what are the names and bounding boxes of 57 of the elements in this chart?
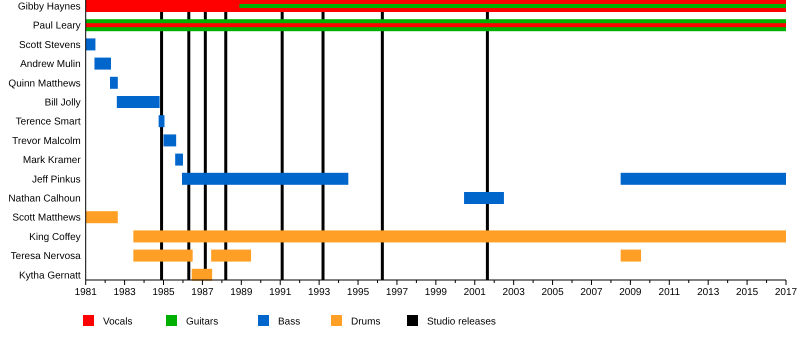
y-tick-label: Nathan Calhoun	[8, 194, 81, 204]
y-tick-label: Scott Matthews	[12, 212, 81, 224]
x-tick-label: 1987	[191, 287, 214, 298]
x-tick-label: 1991	[269, 287, 292, 298]
legend-label: Studio releases	[427, 316, 496, 328]
bar	[116, 96, 160, 108]
x-tick-label: 2003	[502, 287, 526, 298]
bar	[158, 115, 164, 128]
bar	[86, 211, 118, 224]
legend-label: Drums	[351, 316, 380, 328]
bar	[86, 23, 786, 28]
bar	[164, 134, 176, 146]
bar	[175, 154, 183, 166]
x-tick-label: 1995	[346, 287, 370, 298]
legend-label: Guitars	[186, 316, 218, 328]
bar	[620, 172, 786, 185]
bar	[211, 250, 252, 262]
bar	[192, 268, 212, 281]
x-tick-label: 1985	[152, 287, 176, 298]
x-tick-label: 1999	[424, 287, 448, 298]
y-tick-label: Jeff Pinkus	[32, 174, 81, 186]
x-tick-label: 1981	[74, 287, 98, 298]
x-tick-label: 1983	[113, 287, 136, 298]
y-tick-label: Mark Kramer	[22, 155, 82, 166]
x-tick-label: 2005	[541, 287, 564, 298]
y-tick-label: Quinn Matthews	[8, 78, 81, 90]
bar	[239, 4, 786, 8]
bar	[620, 250, 642, 262]
x-tick-label: 2013	[697, 287, 720, 298]
legend-label: Bass	[278, 316, 300, 328]
bar	[464, 192, 504, 204]
x-tick-label: 2015	[736, 287, 759, 298]
y-tick-label: Trevor Malcolm	[12, 136, 81, 147]
x-tick-label: 2017	[774, 287, 798, 298]
x-tick-label: 1993	[308, 287, 331, 298]
y-tick-label: Andrew Mulin	[20, 59, 81, 70]
x-tick-label: 1989	[230, 287, 253, 298]
bar	[182, 172, 348, 185]
y-tick-label: Terence Smart	[16, 116, 81, 128]
y-tick-label: Gibby Haynes	[18, 2, 81, 12]
y-tick-label: Paul Leary	[32, 20, 81, 32]
y-tick-label: Kytha Gernatt	[18, 270, 81, 282]
y-tick-label: Bill Jolly	[44, 98, 81, 108]
y-tick-label: Teresa Nervosa	[10, 251, 82, 262]
x-tick-label: 1997	[386, 287, 409, 298]
legend-label: Vocals	[103, 316, 132, 328]
bar	[94, 58, 111, 70]
y-tick-label: Scott Stevens	[18, 40, 81, 51]
bar	[133, 250, 193, 262]
bar	[110, 76, 118, 89]
bar	[133, 230, 786, 242]
y-tick-label: King Coffey	[29, 232, 81, 243]
x-tick-label: 2007	[580, 287, 604, 298]
bar	[86, 38, 96, 50]
x-tick-label: 2011	[658, 287, 680, 298]
x-tick-label: 2009	[619, 287, 642, 298]
x-tick-label: 2001	[464, 287, 486, 298]
